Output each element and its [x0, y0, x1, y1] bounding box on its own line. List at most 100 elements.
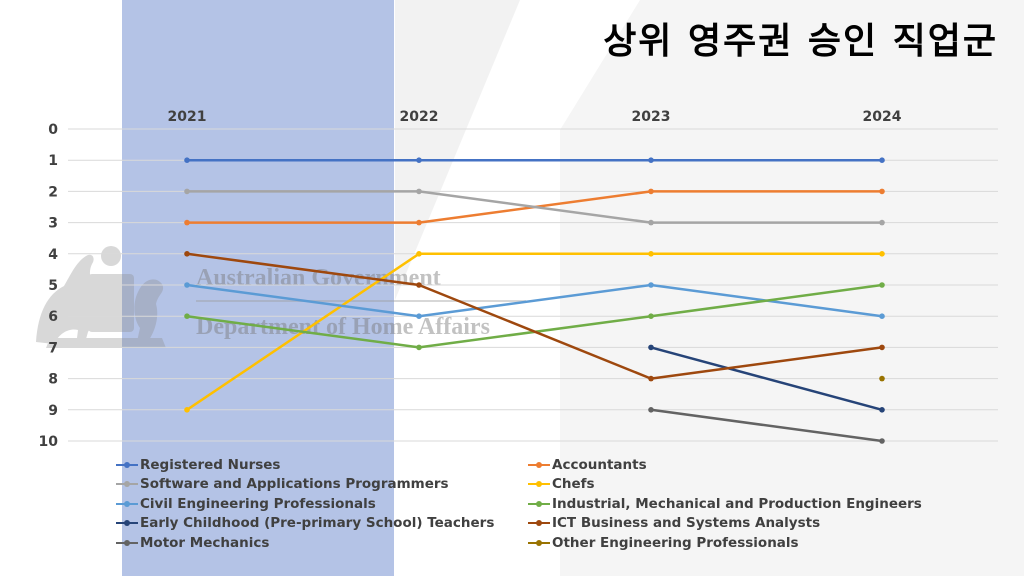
y-tick-label: 8 [48, 372, 58, 388]
data-point [184, 157, 190, 163]
legend-label: Motor Mechanics [140, 534, 270, 551]
data-point [648, 313, 654, 320]
y-tick-label: 4 [48, 247, 58, 263]
y-tick-label: 5 [48, 278, 58, 294]
data-point [879, 157, 885, 163]
data-point [184, 251, 190, 257]
data-point [648, 375, 654, 382]
legend-label: Civil Engineering Professionals [140, 495, 376, 512]
watermark-line-2: Department of Home Affairs [196, 314, 490, 340]
data-point [648, 251, 654, 257]
legend-label: Registered Nurses [140, 456, 281, 473]
legend-swatch [528, 498, 550, 510]
legend-swatch [528, 478, 550, 490]
legend-label: ICT Business and Systems Analysts [552, 515, 821, 532]
data-point [879, 251, 885, 257]
legend-label: Other Engineering Professionals [552, 534, 799, 551]
data-point [184, 282, 190, 288]
data-point [416, 188, 422, 195]
y-tick-label: 7 [48, 340, 58, 356]
legend-item: Accountants [528, 455, 996, 475]
legend-item: ICT Business and Systems Analysts [528, 514, 996, 534]
legend-item: Motor Mechanics [116, 533, 528, 553]
legend-item: Early Childhood (Pre-primary School) Tea… [116, 514, 528, 534]
legend-item: Software and Applications Programmers [116, 475, 528, 495]
y-tick-label: 0 [48, 122, 58, 138]
background-stripe [395, 0, 520, 300]
x-tick-label: 2023 [632, 109, 671, 125]
data-point [184, 407, 190, 413]
legend-item: Other Engineering Professionals [528, 533, 996, 553]
chart-title: 상위 영주권 승인 직업군 [603, 21, 998, 62]
legend-swatch [116, 459, 138, 471]
data-point [648, 282, 654, 288]
data-point [184, 188, 190, 195]
legend: Registered Nurses Accountants Software and… [116, 455, 996, 553]
legend-label: Software and Applications Programmers [140, 476, 449, 493]
series-line [186, 252, 883, 380]
legend-item: Chefs [528, 475, 996, 495]
legend-swatch [528, 517, 550, 529]
legend-swatch [528, 537, 550, 549]
x-tick-label: 2024 [863, 109, 902, 125]
legend-swatch [528, 459, 550, 471]
data-point [184, 313, 190, 320]
highlight-band [122, 0, 394, 576]
data-point [648, 188, 654, 195]
legend-label: Industrial, Mechanical and Production En… [552, 495, 922, 512]
y-axis-ticks: 0 1 2 3 4 5 6 7 8 9 10 [39, 122, 59, 450]
data-point [416, 251, 422, 257]
data-point [879, 407, 885, 413]
y-tick-label: 10 [39, 434, 59, 450]
data-point [416, 219, 422, 226]
series-line [187, 190, 882, 224]
data-point [416, 313, 422, 320]
legend-item: Civil Engineering Professionals [116, 494, 528, 514]
legend-item: Industrial, Mechanical and Production En… [528, 494, 996, 514]
x-tick-label: 2022 [400, 109, 439, 125]
data-point [648, 344, 654, 351]
data-point [648, 219, 654, 226]
y-tick-label: 9 [48, 403, 58, 419]
data-point [648, 157, 654, 163]
data-point [416, 282, 422, 288]
data-point [648, 407, 654, 413]
series-lines [186, 158, 883, 443]
series-line [186, 283, 883, 318]
data-point [879, 438, 885, 444]
series-line [650, 346, 883, 412]
x-tick-label: 2021 [168, 109, 207, 125]
y-tick-label: 6 [48, 309, 58, 325]
legend-swatch [116, 517, 138, 529]
data-point [879, 344, 885, 351]
y-tick-label: 1 [48, 153, 58, 169]
series-line [650, 408, 883, 443]
data-point [879, 219, 885, 226]
legend-label: Early Childhood (Pre-primary School) Tea… [140, 515, 495, 532]
legend-item: Registered Nurses [116, 455, 528, 475]
x-axis-ticks: 2021 2022 2023 2024 [168, 109, 902, 125]
background-panel [560, 0, 1024, 576]
coat-of-arms-icon [36, 246, 166, 348]
data-point [879, 188, 885, 195]
watermark-rule [196, 300, 526, 302]
data-point [416, 344, 422, 351]
series-points [184, 157, 885, 444]
y-tick-label: 3 [48, 216, 58, 232]
legend-swatch [116, 498, 138, 510]
legend-swatch [116, 537, 138, 549]
data-point [416, 157, 422, 163]
gridlines [68, 128, 998, 442]
data-point [879, 313, 885, 320]
data-point [184, 219, 190, 226]
data-point [879, 375, 885, 382]
data-point [879, 282, 885, 288]
y-tick-label: 2 [48, 184, 58, 200]
legend-swatch [116, 478, 138, 490]
legend-label: Chefs [552, 476, 595, 493]
legend-label: Accountants [552, 456, 647, 473]
watermark-line-1: Australian Government [196, 265, 441, 291]
